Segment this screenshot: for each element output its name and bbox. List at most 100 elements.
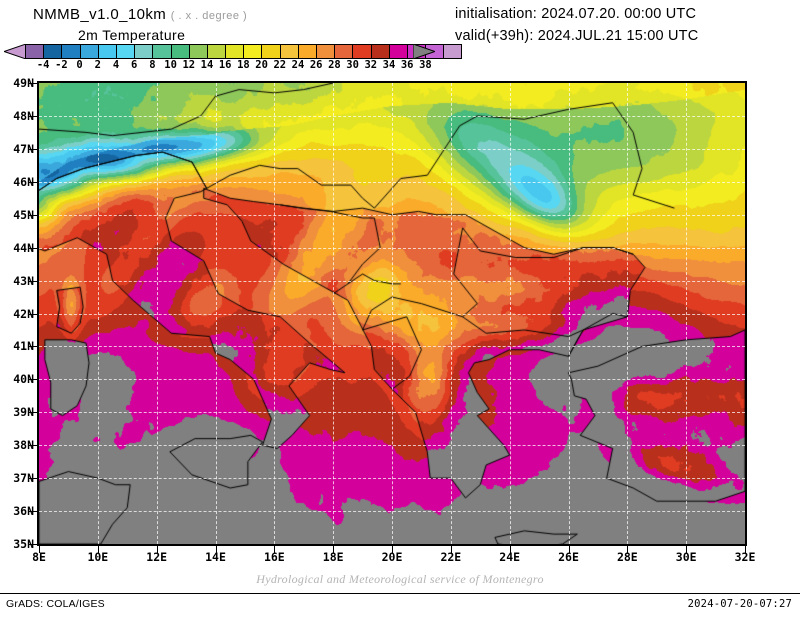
provider-credit: Hydrological and Meteorological service … [256, 572, 544, 586]
longitude-tick-mark [745, 546, 746, 553]
colorbar-tick-label: 26 [309, 59, 323, 71]
latitude-tick-label: 37N [13, 471, 34, 486]
longitude-tick-label: 10E [87, 550, 109, 564]
longitude-tick-label: 32E [734, 550, 756, 564]
longitude-tick-label: 12E [146, 550, 168, 564]
colorbar-tick-label: 22 [273, 59, 287, 71]
latitude-tick-label: 44N [13, 240, 34, 255]
colorbar-tick-label: 4 [112, 59, 120, 71]
colorbar-swatch [243, 44, 262, 59]
colorbar-swatch [225, 44, 244, 59]
latitude-tick-label: 36N [13, 504, 34, 519]
longitude-tick-mark [392, 546, 393, 553]
latitude-tick-label: 47N [13, 141, 34, 156]
latitude-tick-label: 45N [13, 207, 34, 222]
longitude-tick-label: 14E [205, 550, 226, 564]
longitude-tick-mark [215, 546, 217, 553]
gridline-vertical [686, 83, 688, 544]
gridline-vertical [274, 83, 276, 544]
longitude-tick-mark [509, 546, 511, 553]
latitude-tick-label: 39N [13, 405, 34, 420]
latitude-tick-mark [29, 115, 37, 117]
colorbar-swatch [79, 44, 98, 59]
colorbar-underflow-arrow-icon [4, 44, 26, 59]
colorbar-swatch [97, 44, 116, 59]
latitude-tick-mark [29, 379, 37, 381]
longitude-tick-label: 26E [558, 550, 579, 564]
gridline-vertical [156, 83, 158, 544]
colorbar-tick-label: 24 [291, 59, 305, 71]
colorbar-swatch [279, 44, 298, 59]
colorbar-tick-label: 30 [346, 59, 359, 71]
latitude-tick-mark [29, 445, 37, 447]
latitude-tick-mark [29, 313, 37, 315]
colorbar-tick-label: 8 [149, 59, 156, 71]
colorbar-tick-label: 14 [200, 59, 214, 71]
longitude-tick-mark [568, 546, 570, 553]
model-title: NMMB_v1.0_10km ( . x . degree ) [33, 6, 247, 23]
longitude-tick-label: 24E [499, 550, 521, 564]
latitude-tick-mark [29, 280, 37, 282]
longitude-tick-mark [333, 546, 335, 553]
gridline-vertical [392, 83, 393, 544]
colorbar: -4 -2 0 2 4 6 8 10 12 14 16 18 20 22 24 26 28 30 32 34 36 38 [0, 44, 462, 74]
valid-time: valid(+39h): 2024.JUL.21 15:00 UTC [455, 28, 699, 44]
colorbar-overflow-arrow-icon [413, 44, 435, 59]
colorbar-swatch [352, 44, 371, 59]
colorbar-swatch [334, 44, 353, 59]
colorbar-tick-labels: -4 -2 0 2 4 6 8 10 12 14 16 18 20 22 24 26 28 30 32 34 36 38 [0, 59, 460, 73]
colorbar-swatch [388, 44, 407, 59]
latitude-tick-label: 38N [13, 438, 34, 453]
longitude-tick-label: 22E [440, 550, 462, 564]
colorbar-tick-label: 34 [382, 59, 396, 71]
colorbar-tick-label: 20 [255, 59, 268, 71]
latitude-tick-label: 46N [13, 174, 34, 189]
colorbar-swatch [316, 44, 335, 59]
colorbar-tick-label: 38 [419, 59, 432, 71]
longitude-tick-label: 8E [32, 550, 46, 564]
model-name: NMMB_v1.0_10km [33, 6, 167, 23]
colorbar-swatches [25, 44, 462, 59]
latitude-tick-label: 43N [13, 273, 34, 288]
gridline-vertical [333, 83, 335, 544]
longitude-tick-label: 30E [675, 550, 697, 564]
longitude-tick-mark [97, 546, 99, 553]
colorbar-tick-label: 18 [237, 59, 250, 71]
initialisation-time: initialisation: 2024.07.20. 00:00 UTC [455, 6, 697, 22]
map-plot-area[interactable] [37, 81, 747, 546]
software-credit: GrADS: COLA/IGES [6, 598, 105, 610]
latitude-tick-mark [29, 346, 37, 348]
colorbar-swatch [152, 44, 171, 59]
longitude-tick-label: 20E [381, 550, 403, 564]
longitude-tick-mark [686, 546, 688, 553]
colorbar-swatch [188, 44, 207, 59]
colorbar-tick-label: 2 [94, 59, 101, 71]
colorbar-tick-label: 0 [76, 59, 83, 71]
colorbar-tick-label: 12 [182, 59, 196, 71]
colorbar-swatch [443, 44, 462, 59]
colorbar-tick-label: 16 [218, 59, 232, 71]
longitude-tick-mark [627, 546, 629, 553]
footer-divider [0, 593, 800, 594]
gridline-vertical [450, 83, 452, 544]
latitude-tick-mark [29, 478, 37, 480]
units-note: ( . x . degree ) [170, 10, 248, 22]
longitude-tick-mark [450, 546, 452, 553]
colorbar-tick-label: 28 [328, 59, 341, 71]
longitude-tick-label: 28E [616, 550, 638, 564]
colorbar-swatch [134, 44, 153, 59]
latitude-tick-mark [29, 511, 37, 513]
latitude-tick-label: 41N [13, 339, 34, 354]
latitude-tick-label: 40N [13, 372, 34, 387]
colorbar-swatch [370, 44, 389, 59]
colorbar-swatch [115, 44, 135, 59]
latitude-tick-label: 49N [13, 76, 34, 90]
colorbar-tick-label: 6 [131, 59, 138, 71]
longitude-tick-label: 16E [263, 550, 285, 564]
longitude-tick-mark [156, 546, 158, 553]
colorbar-tick-label: 32 [364, 59, 378, 71]
latitude-tick-mark [29, 83, 37, 84]
field-title: 2m Temperature [78, 27, 186, 43]
colorbar-tick-label: 36 [400, 59, 414, 71]
longitude-tick-mark [274, 546, 276, 553]
